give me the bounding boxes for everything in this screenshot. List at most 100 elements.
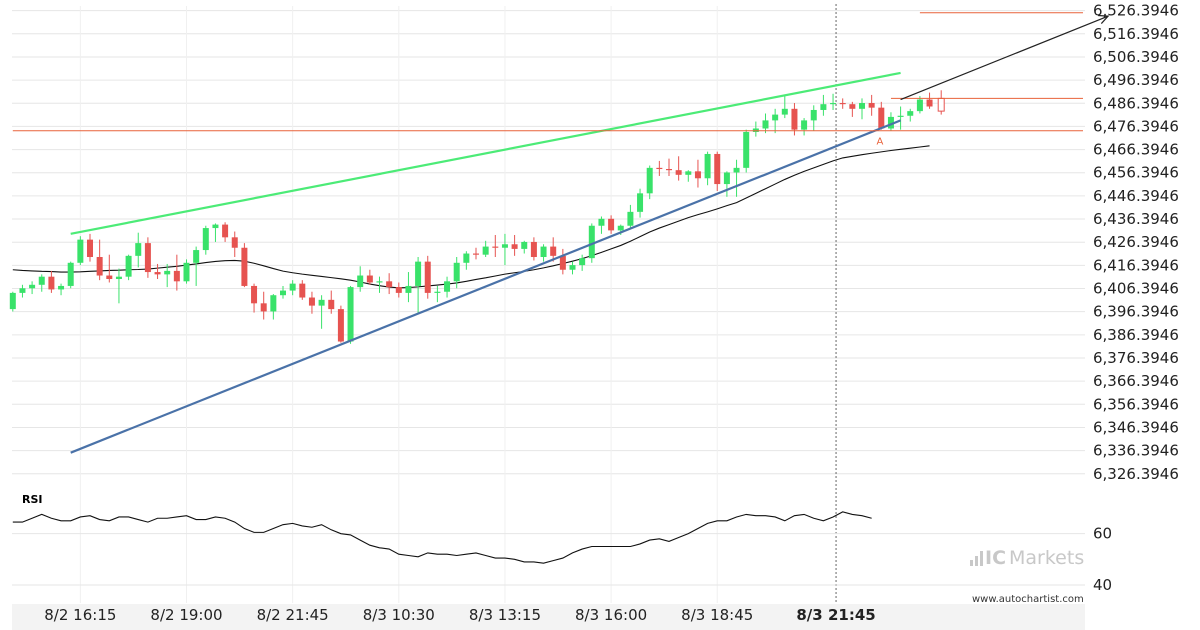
candle-body xyxy=(241,247,248,286)
candle xyxy=(675,156,682,181)
candle-body xyxy=(405,285,412,293)
candle-body xyxy=(87,239,93,258)
y-tick-label: 6,436.3946 xyxy=(1093,210,1179,228)
candle xyxy=(453,257,460,289)
candle xyxy=(395,282,402,298)
candle-body xyxy=(106,275,113,280)
candle xyxy=(183,259,190,284)
candle-body xyxy=(115,276,122,280)
x-tick-label: 8/2 16:15 xyxy=(44,606,116,624)
overlays: A xyxy=(12,4,1110,604)
candle-body xyxy=(444,281,451,292)
candle-body xyxy=(415,261,422,286)
y-tick-label: 6,396.3946 xyxy=(1093,303,1179,321)
candle-body xyxy=(9,292,16,310)
moving-average xyxy=(12,145,930,289)
candle xyxy=(405,272,412,303)
candle xyxy=(96,239,103,281)
candle-body xyxy=(337,309,344,342)
candle-body xyxy=(608,218,615,231)
trendline-resistance xyxy=(70,71,901,235)
candle xyxy=(830,93,837,110)
candle-body xyxy=(656,167,663,170)
candle-body xyxy=(328,299,335,310)
candle-body xyxy=(849,104,856,109)
candle xyxy=(511,235,518,256)
candle-body xyxy=(463,253,470,263)
candle xyxy=(48,270,55,293)
y-tick-label: 6,506.3946 xyxy=(1093,48,1179,66)
candles xyxy=(9,90,945,344)
y-tick-label: 6,446.3946 xyxy=(1093,187,1179,205)
candle xyxy=(463,251,470,270)
candle-body xyxy=(675,170,682,175)
candle xyxy=(878,101,885,130)
candle-body xyxy=(366,275,373,283)
candle xyxy=(714,151,721,192)
candle-body xyxy=(193,250,200,263)
candle xyxy=(530,237,537,261)
candle-body xyxy=(202,228,209,251)
candle-body xyxy=(685,171,692,175)
candle xyxy=(280,285,286,299)
candle xyxy=(260,291,267,320)
candle xyxy=(115,268,122,304)
candle xyxy=(810,105,817,131)
candle-body xyxy=(694,171,701,179)
candle-body xyxy=(453,262,460,282)
y-tick-label: 6,406.3946 xyxy=(1093,280,1179,298)
candle-body xyxy=(579,258,586,266)
brand-logo-markets: Markets xyxy=(1009,547,1084,569)
y-tick-label: 6,486.3946 xyxy=(1093,94,1179,112)
candle xyxy=(569,261,576,275)
candle xyxy=(231,231,238,258)
candle xyxy=(308,291,315,314)
grid xyxy=(12,6,1085,603)
candle-body xyxy=(887,116,894,129)
candle xyxy=(337,305,344,343)
candle-body xyxy=(154,272,161,275)
y-tick-label: 6,456.3946 xyxy=(1093,164,1179,182)
candle-body xyxy=(299,283,306,298)
candle-body xyxy=(58,285,65,290)
candle xyxy=(791,103,798,136)
candle-body xyxy=(743,131,750,168)
annotation-a: A xyxy=(876,137,883,148)
candle-body xyxy=(521,241,528,249)
candle xyxy=(154,263,161,280)
candle-body xyxy=(791,108,798,130)
brand: IC Markets www.autochartist.com xyxy=(970,547,1084,605)
candle xyxy=(193,246,200,286)
candle-body xyxy=(878,107,885,129)
candle xyxy=(376,276,383,293)
candle-body xyxy=(588,225,595,259)
brand-url: www.autochartist.com xyxy=(972,594,1084,605)
candle xyxy=(723,171,730,197)
candle-body xyxy=(125,255,132,277)
candle-body xyxy=(77,239,84,263)
y-tick-label: 6,336.3946 xyxy=(1093,442,1179,460)
candle-body xyxy=(550,246,557,256)
candle-body xyxy=(29,284,36,289)
candle-body xyxy=(424,261,431,293)
candle-body xyxy=(937,97,945,112)
projection-arrow-line xyxy=(900,15,1109,101)
candle-body xyxy=(183,262,190,282)
candle-body xyxy=(308,297,315,306)
candle-body xyxy=(222,224,229,238)
candle xyxy=(656,160,663,176)
candle xyxy=(202,225,209,255)
y-axis: 6,526.3946 6,516.3946 6,506.3946 6,496.3946… xyxy=(1093,2,1179,483)
candle xyxy=(164,263,171,288)
y-tick-label: 6,386.3946 xyxy=(1093,326,1179,344)
x-axis-panel xyxy=(12,604,1085,630)
candle-body xyxy=(212,224,219,229)
x-tick-label: 8/2 21:45 xyxy=(257,606,329,624)
candle-body xyxy=(714,153,721,185)
candle xyxy=(144,237,151,278)
candle-body xyxy=(801,120,808,130)
candle xyxy=(270,294,277,320)
candle-body xyxy=(666,169,672,171)
candle xyxy=(222,222,229,242)
